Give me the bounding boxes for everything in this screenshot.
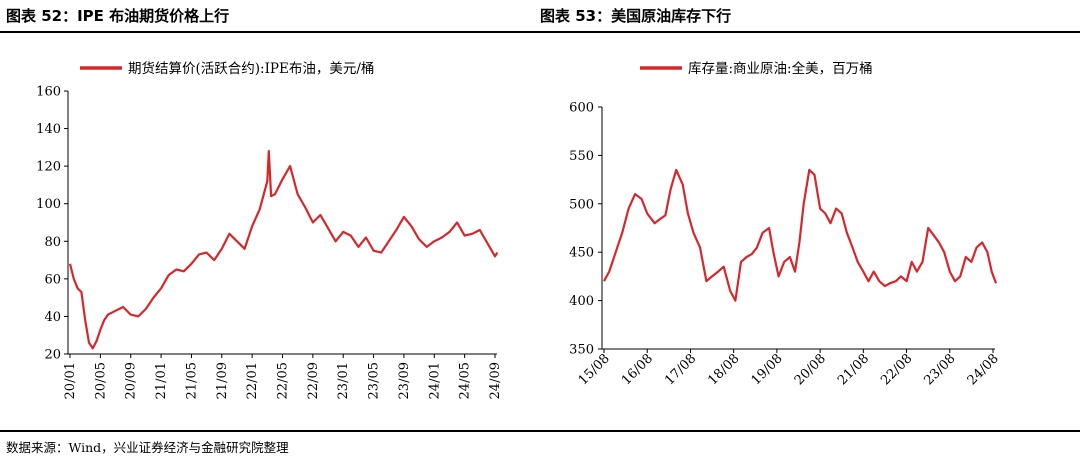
y-tick-label: 550 [569,149,594,164]
x-tick-label: 22/01 [245,362,260,399]
x-tick-label: 20/01 [63,362,78,399]
x-tick-label: 19/08 [749,351,786,388]
x-tick-label: 22/09 [306,362,321,399]
y-tick-label: 500 [569,197,594,212]
y-tick-label: 160 [36,85,61,100]
x-tick-label: 21/08 [835,351,872,388]
x-tick-label: 20/05 [93,362,108,399]
x-tick-label: 22/05 [276,362,291,399]
x-tick-label: 17/08 [662,351,699,388]
series-line-brent [68,150,499,350]
legend-label: 期货结算价(活跃合约):IPE布油，美元/桶 [128,60,374,77]
x-tick-label: 16/08 [619,351,656,388]
y-tick-label: 450 [569,246,594,261]
x-tick-label: 23/01 [336,362,351,399]
x-tick-label: 24/01 [427,362,442,399]
y-tick-label: 350 [569,343,594,358]
x-tick-label: 23/05 [367,362,382,399]
y-tick-label: 20 [44,348,61,363]
series-line-inventory [603,168,998,302]
x-tick-label: 24/05 [458,362,473,399]
x-tick-label: 21/09 [215,362,230,399]
x-tick-label: 24/08 [965,351,1002,388]
left-line-chart: 期货结算价(活跃合约):IPE布油，美元/桶 20 40 60 80 100 120 140 1… [36,60,503,399]
x-tick-label: 20/09 [124,362,139,399]
y-tick-label: 400 [569,294,594,309]
x-tick-label: 21/01 [154,362,169,399]
x-tick-label: 23/09 [397,362,412,399]
y-tick-label: 60 [44,272,61,287]
x-tick-label: 23/08 [922,351,959,388]
y-tick-label: 100 [36,197,61,212]
left-figure-title: 图表 52：IPE 布油期货价格上行 [6,6,230,25]
y-tick-label: 80 [44,235,61,250]
legend-label: 库存量:商业原油:全美，百万桶 [688,60,873,77]
y-tick-label: 140 [36,122,61,137]
x-tick-label: 22/08 [878,351,915,388]
x-tick-label: 20/08 [792,351,829,388]
x-tick-label: 18/08 [705,351,742,388]
y-tick-label: 600 [569,101,594,116]
top-rule [0,31,1080,33]
y-tick-label: 40 [44,310,61,325]
y-tick-label: 120 [36,160,61,175]
source-note: 数据来源：Wind，兴业证券经济与金融研究院整理 [6,440,289,455]
x-tick-label: 21/05 [184,362,199,399]
x-tick-label: 24/09 [488,362,503,399]
right-figure-title: 图表 53：美国原油库存下行 [540,6,732,25]
bottom-rule [0,430,1080,432]
